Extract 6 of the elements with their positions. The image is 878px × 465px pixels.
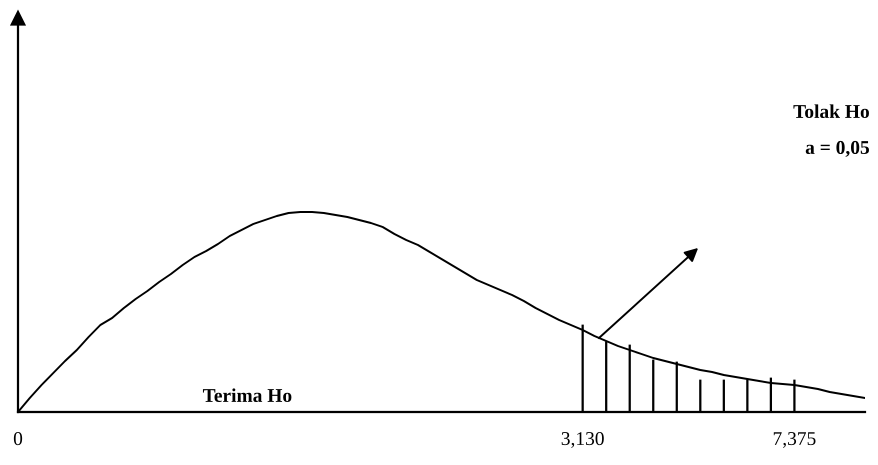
x-tick-label: 7,375 — [774, 432, 816, 448]
x-tick-label: 0 — [14, 432, 22, 446]
text: a = 0,05 — [806, 140, 869, 157]
x-tick-label: 3,130 — [562, 432, 604, 448]
text: Tolak Ho — [793, 104, 869, 118]
annotation: Terima Ho — [202, 388, 292, 402]
